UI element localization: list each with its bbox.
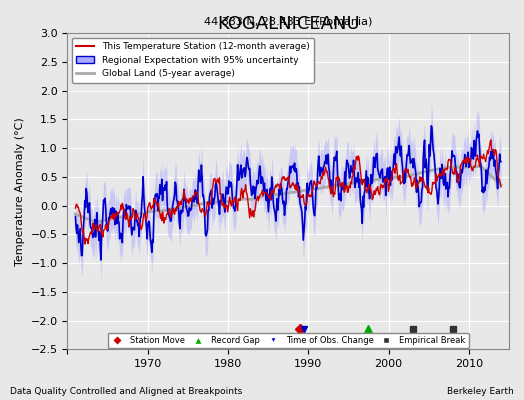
Legend: Station Move, Record Gap, Time of Obs. Change, Empirical Break: Station Move, Record Gap, Time of Obs. C… — [107, 333, 469, 348]
Title: KOGALNICEANU: KOGALNICEANU — [217, 15, 359, 33]
Text: Data Quality Controlled and Aligned at Breakpoints: Data Quality Controlled and Aligned at B… — [10, 387, 243, 396]
Text: 44.333 N, 28.433 E (Romania): 44.333 N, 28.433 E (Romania) — [204, 17, 373, 27]
Y-axis label: Temperature Anomaly (°C): Temperature Anomaly (°C) — [15, 117, 25, 266]
Text: Berkeley Earth: Berkeley Earth — [447, 387, 514, 396]
